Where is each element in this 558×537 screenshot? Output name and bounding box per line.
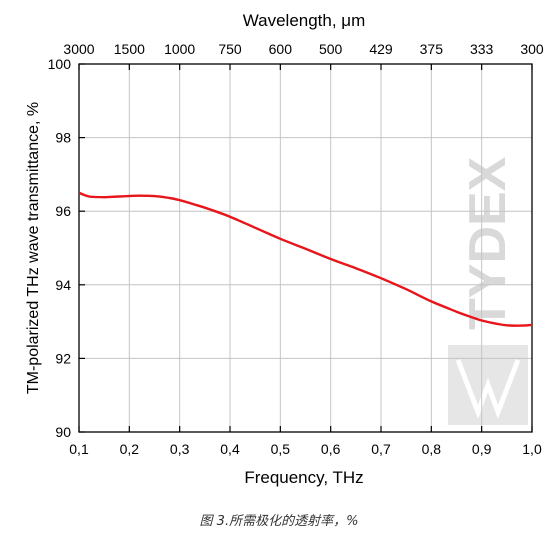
y-tick-label: 92 xyxy=(55,350,71,366)
x-tick-label: 0,2 xyxy=(120,441,140,457)
y-tick-label: 96 xyxy=(55,203,71,219)
watermark-logo-mark xyxy=(455,359,521,420)
bottom-axis-ticks: 0,1 0,2 0,3 0,4 0,5 0,6 0,7 0,8 0,9 1,0 xyxy=(69,426,542,457)
tydex-watermark: TYDEX xyxy=(448,156,528,425)
figure-caption: 图 3.所需极化的透射率，% xyxy=(199,514,359,529)
x-tick-label: 0,5 xyxy=(271,441,291,457)
x-tick-label: 0,1 xyxy=(69,441,89,457)
plot-border xyxy=(78,63,533,433)
y-tick-label: 94 xyxy=(55,277,71,293)
top-tick-label: 750 xyxy=(218,41,242,57)
top-tick-label: 333 xyxy=(470,41,494,57)
watermark-text: TYDEX xyxy=(459,156,517,330)
top-axis-title: Wavelength, μm xyxy=(243,11,366,30)
transmittance-chart: TYDEX 0,1 0,2 0,3 0,4 0,5 0,6 0,7 0,8 0,9 1,0 300… xyxy=(25,11,544,487)
x-tick-label: 0,6 xyxy=(321,441,341,457)
y-tick-label: 100 xyxy=(48,56,72,72)
x-tick-label: 0,3 xyxy=(170,441,190,457)
series-curve-group xyxy=(78,191,533,327)
top-tick-label: 3000 xyxy=(63,41,94,57)
x-tick-label: 1,0 xyxy=(522,441,542,457)
top-tick-label: 500 xyxy=(319,41,343,57)
top-axis-ticks: 3000 1500 1000 750 600 500 429 375 333 300 xyxy=(63,41,544,70)
top-tick-label: 600 xyxy=(269,41,293,57)
y-axis-title: TM-polarized THz wave transmittance, % xyxy=(25,102,42,394)
plot-area-frame xyxy=(78,63,533,433)
top-tick-label: 375 xyxy=(420,41,444,57)
y-tick-label: 90 xyxy=(55,424,71,440)
left-axis-ticks: 90 92 94 96 98 100 xyxy=(48,56,85,440)
y-tick-label: 98 xyxy=(55,130,71,146)
x-tick-label: 0,7 xyxy=(371,441,391,457)
x-tick-label: 0,9 xyxy=(472,441,492,457)
x-tick-label: 0,8 xyxy=(422,441,442,457)
x-tick-label: 0,4 xyxy=(220,441,240,457)
top-tick-label: 1000 xyxy=(164,41,195,57)
top-tick-label: 429 xyxy=(369,41,393,57)
top-tick-label: 1500 xyxy=(114,41,145,57)
top-tick-label: 300 xyxy=(520,41,544,57)
x-axis-title: Frequency, THz xyxy=(244,468,363,487)
transmittance-curve xyxy=(78,191,533,327)
